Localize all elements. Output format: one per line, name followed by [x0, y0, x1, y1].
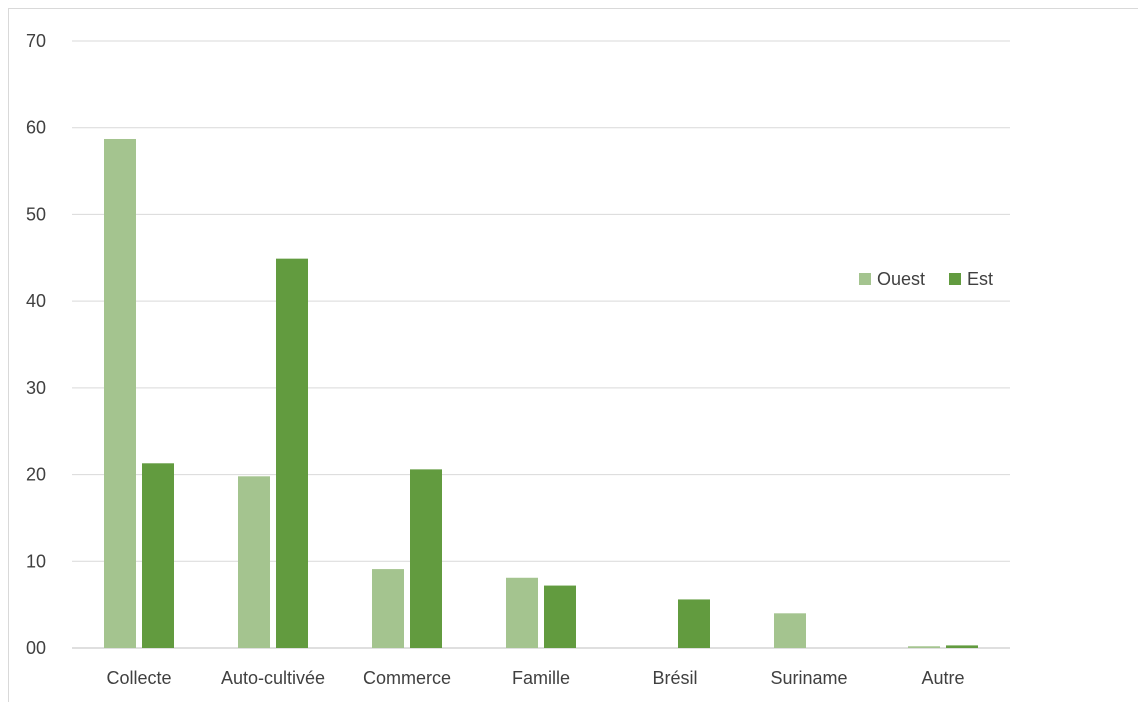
x-tick-label: Auto-cultivée [221, 668, 325, 688]
x-tick-label: Brésil [652, 668, 697, 688]
bar-ouest-5 [774, 613, 806, 648]
legend-swatch-est [949, 273, 961, 285]
bar-est-2 [410, 469, 442, 648]
bar-est-4 [678, 599, 710, 648]
bar-ouest-2 [372, 569, 404, 648]
x-axis-tick-labels: Collecte Auto-cultivée Commerce Famille Brés… [106, 668, 964, 688]
y-tick-label: 10 [26, 551, 46, 571]
y-tick-label: 20 [26, 465, 46, 485]
y-tick-label: 00 [26, 638, 46, 658]
legend: Ouest Est [859, 269, 993, 289]
y-tick-label: 40 [26, 291, 46, 311]
legend-label-est: Est [967, 269, 993, 289]
bars [104, 138, 978, 649]
x-tick-label: Autre [921, 668, 964, 688]
y-axis-tick-labels: 00 10 20 30 40 50 60 70 [26, 31, 46, 658]
y-tick-label: 30 [26, 378, 46, 398]
bar-est-0 [142, 463, 174, 648]
legend-label-ouest: Ouest [877, 269, 925, 289]
bar-ouest-0 [104, 138, 136, 649]
bar-ouest-3 [506, 577, 538, 648]
y-tick-label: 50 [26, 204, 46, 224]
chart-frame [8, 8, 1138, 702]
bar-est-1 [276, 258, 308, 648]
bar-est-3 [544, 585, 576, 648]
x-tick-label: Famille [512, 668, 570, 688]
x-tick-label: Collecte [106, 668, 171, 688]
gridlines [72, 40, 1010, 649]
bar-ouest-1 [238, 476, 270, 648]
x-tick-label: Commerce [363, 668, 451, 688]
bar-est-6 [946, 645, 978, 648]
y-tick-label: 60 [26, 118, 46, 138]
y-tick-label: 70 [26, 31, 46, 51]
bar-ouest-6 [908, 646, 940, 648]
legend-swatch-ouest [859, 273, 871, 285]
x-tick-label: Suriname [770, 668, 847, 688]
